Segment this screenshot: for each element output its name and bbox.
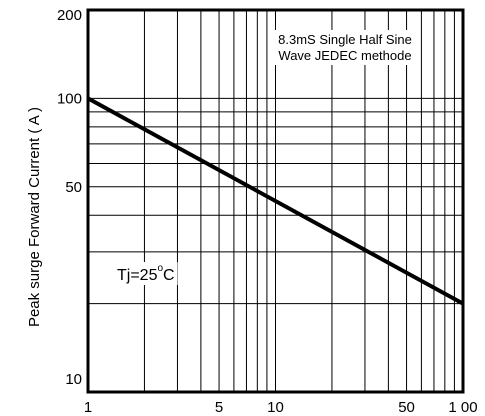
grid-lines bbox=[88, 10, 463, 392]
degree-sign: o bbox=[157, 263, 163, 274]
surge-current-line bbox=[87, 96, 464, 306]
temp-unit: C bbox=[163, 267, 175, 284]
note-background bbox=[274, 30, 416, 65]
plot-frame bbox=[86, 8, 465, 394]
series-layer bbox=[87, 96, 464, 306]
x-tick-label: 50 bbox=[398, 399, 415, 416]
note-line-1: 8.3mS Single Half Sine bbox=[278, 32, 412, 47]
x-tick-label: 5 bbox=[215, 399, 223, 416]
temp-prefix: Tj=25 bbox=[117, 267, 158, 284]
x-tick-label: 10 bbox=[267, 399, 284, 416]
tick-labels: 1 5 10 50 1 00 10 50 100 200 bbox=[57, 7, 478, 416]
junction-temperature-label: Tj=25oC bbox=[117, 263, 175, 284]
y-tick-label: 100 bbox=[57, 90, 82, 107]
y-tick-label: 200 bbox=[57, 7, 82, 24]
x-tick-label: 1 bbox=[84, 399, 92, 416]
y-tick-label: 50 bbox=[65, 179, 82, 196]
y-tick-label: 10 bbox=[65, 371, 82, 388]
y-axis-label: Peak surge Forward Current ( A ) bbox=[26, 107, 43, 327]
note-line-2: Wave JEDEC methode bbox=[278, 48, 411, 63]
temperature-label-background bbox=[114, 262, 178, 285]
test-condition-note: 8.3mS Single Half Sine Wave JEDEC method… bbox=[274, 30, 416, 65]
x-tick-label: 1 00 bbox=[448, 399, 477, 416]
